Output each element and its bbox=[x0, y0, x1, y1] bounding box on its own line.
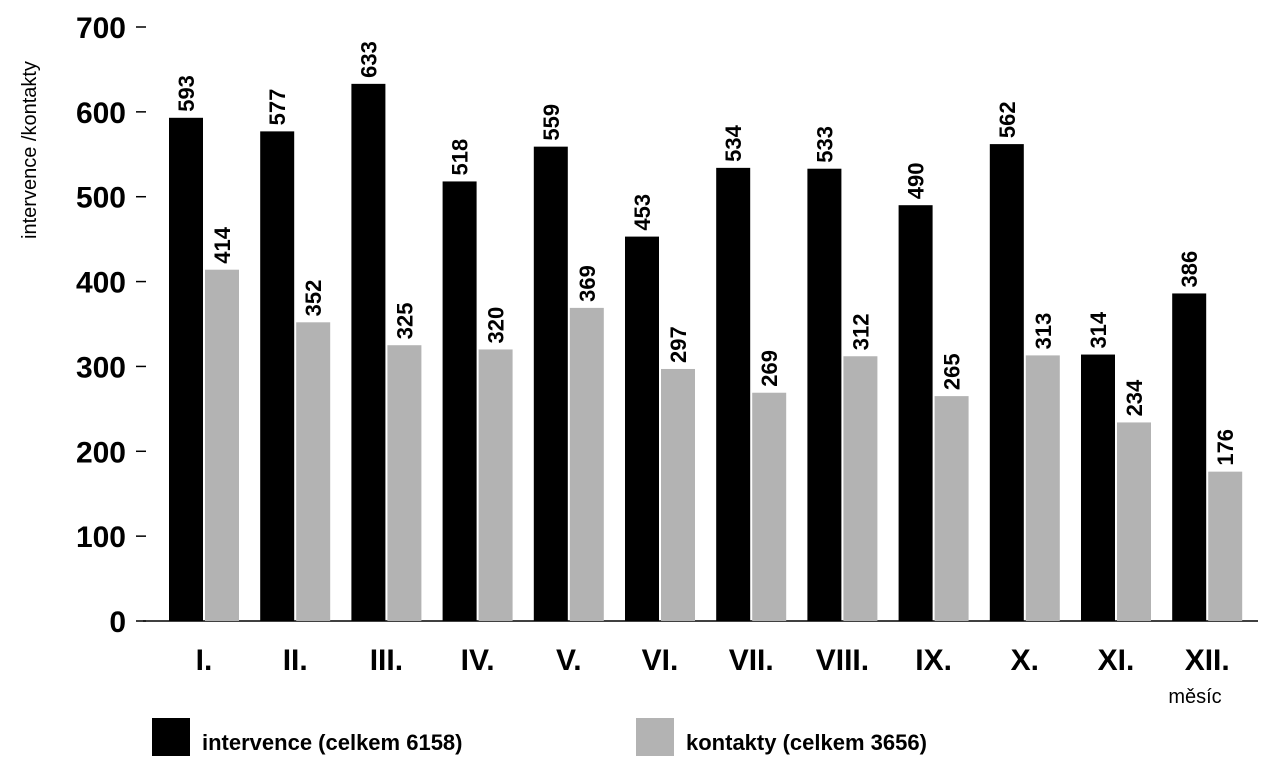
bar-intervence bbox=[351, 83, 386, 621]
y-tick-label: 0 bbox=[109, 606, 126, 639]
x-category-label: VIII. bbox=[816, 644, 869, 677]
bar-kontakty bbox=[296, 322, 331, 621]
x-category-label: VI. bbox=[642, 644, 679, 677]
data-label-kontakty: 176 bbox=[1213, 429, 1238, 466]
data-label-kontakty: 234 bbox=[1122, 379, 1147, 416]
bar-kontakty bbox=[661, 368, 695, 621]
bar-kontakty bbox=[843, 356, 878, 621]
bar-intervence bbox=[989, 144, 1024, 622]
bar-intervence bbox=[260, 131, 295, 622]
bar-intervence bbox=[716, 167, 751, 621]
x-category-label: XI. bbox=[1098, 644, 1135, 677]
legend: intervence (celkem 6158) kontakty (celkem… bbox=[152, 718, 927, 756]
x-category-label: II. bbox=[283, 644, 308, 677]
bar-kontakty bbox=[1025, 355, 1060, 621]
y-axis-title: intervence /kontakty bbox=[19, 61, 41, 239]
legend-swatch-kontakty bbox=[636, 718, 674, 756]
x-category-label: I. bbox=[196, 644, 213, 677]
bar-kontakty bbox=[569, 307, 604, 621]
legend-swatch-intervence bbox=[152, 718, 190, 756]
bar-kontakty bbox=[934, 396, 969, 621]
data-label-intervence: 518 bbox=[448, 139, 473, 176]
data-label-intervence: 633 bbox=[356, 41, 381, 78]
y-tick-label: 100 bbox=[76, 521, 126, 554]
data-label-kontakty: 269 bbox=[757, 350, 782, 387]
bar-kontakty bbox=[387, 345, 422, 621]
data-label-intervence: 386 bbox=[1177, 251, 1202, 288]
data-label-kontakty: 320 bbox=[484, 307, 509, 344]
x-category-label: III. bbox=[370, 644, 403, 677]
y-axis-title-group: intervence /kontakty bbox=[19, 61, 41, 239]
bar-series bbox=[169, 83, 1243, 622]
data-label-intervence: 559 bbox=[539, 104, 564, 141]
x-category-label: IX. bbox=[915, 644, 952, 677]
data-label-intervence: 490 bbox=[904, 162, 929, 199]
y-tick-label: 300 bbox=[76, 351, 126, 384]
bar-intervence bbox=[898, 205, 933, 621]
y-tick-label: 200 bbox=[76, 436, 126, 469]
x-axis-category-labels: I. II. III. IV. V. VI. VII. VIII. IX. X. XI. XII. bbox=[196, 644, 1230, 677]
y-axis-ticks: 0 100 200 300 400 500 600 700 bbox=[76, 12, 146, 639]
data-label-kontakty: 369 bbox=[575, 265, 600, 302]
data-label-kontakty: 297 bbox=[666, 326, 691, 363]
data-label-intervence: 314 bbox=[1086, 311, 1111, 348]
data-label-kontakty: 265 bbox=[940, 353, 965, 390]
legend-label-intervence: intervence (celkem 6158) bbox=[202, 730, 463, 755]
bar-kontakty bbox=[1117, 422, 1151, 621]
x-axis-title: měsíc bbox=[1168, 686, 1221, 708]
data-label-intervence: 577 bbox=[265, 89, 290, 126]
x-category-label: X. bbox=[1011, 644, 1039, 677]
bar-intervence bbox=[625, 236, 659, 621]
y-tick-label: 700 bbox=[76, 12, 126, 45]
data-label-kontakty: 352 bbox=[301, 280, 326, 317]
bar-kontakty bbox=[1208, 471, 1243, 621]
legend-label-kontakty: kontakty (celkem 3656) bbox=[686, 730, 927, 755]
data-label-intervence: 533 bbox=[812, 126, 837, 163]
bar-kontakty bbox=[478, 349, 513, 621]
x-category-label: IV. bbox=[461, 644, 495, 677]
x-category-label: VII. bbox=[729, 644, 774, 677]
bar-intervence bbox=[1081, 354, 1115, 621]
y-tick-label: 400 bbox=[76, 267, 126, 300]
bar-intervence bbox=[1172, 293, 1207, 621]
bar-intervence bbox=[807, 168, 842, 621]
data-label-kontakty: 312 bbox=[848, 314, 873, 351]
data-label-kontakty: 414 bbox=[210, 226, 235, 263]
y-tick-label: 500 bbox=[76, 182, 126, 215]
data-label-intervence: 453 bbox=[630, 194, 655, 231]
bar-kontakty bbox=[752, 392, 787, 621]
bar-intervence bbox=[442, 181, 477, 621]
x-category-label: V. bbox=[556, 644, 582, 677]
bar-kontakty bbox=[205, 269, 239, 621]
x-category-label: XII. bbox=[1185, 644, 1230, 677]
data-label-kontakty: 325 bbox=[392, 302, 417, 339]
bar-intervence bbox=[533, 146, 568, 622]
data-labels: 593 414 577 352 633 325 518 320 559 369 453 297 534 2… bbox=[174, 41, 1238, 466]
data-label-intervence: 562 bbox=[995, 101, 1020, 138]
data-label-kontakty: 313 bbox=[1031, 313, 1056, 350]
data-label-intervence: 593 bbox=[174, 75, 199, 112]
data-label-intervence: 534 bbox=[721, 124, 746, 161]
bar-intervence bbox=[169, 117, 203, 621]
y-tick-label: 600 bbox=[76, 97, 126, 130]
